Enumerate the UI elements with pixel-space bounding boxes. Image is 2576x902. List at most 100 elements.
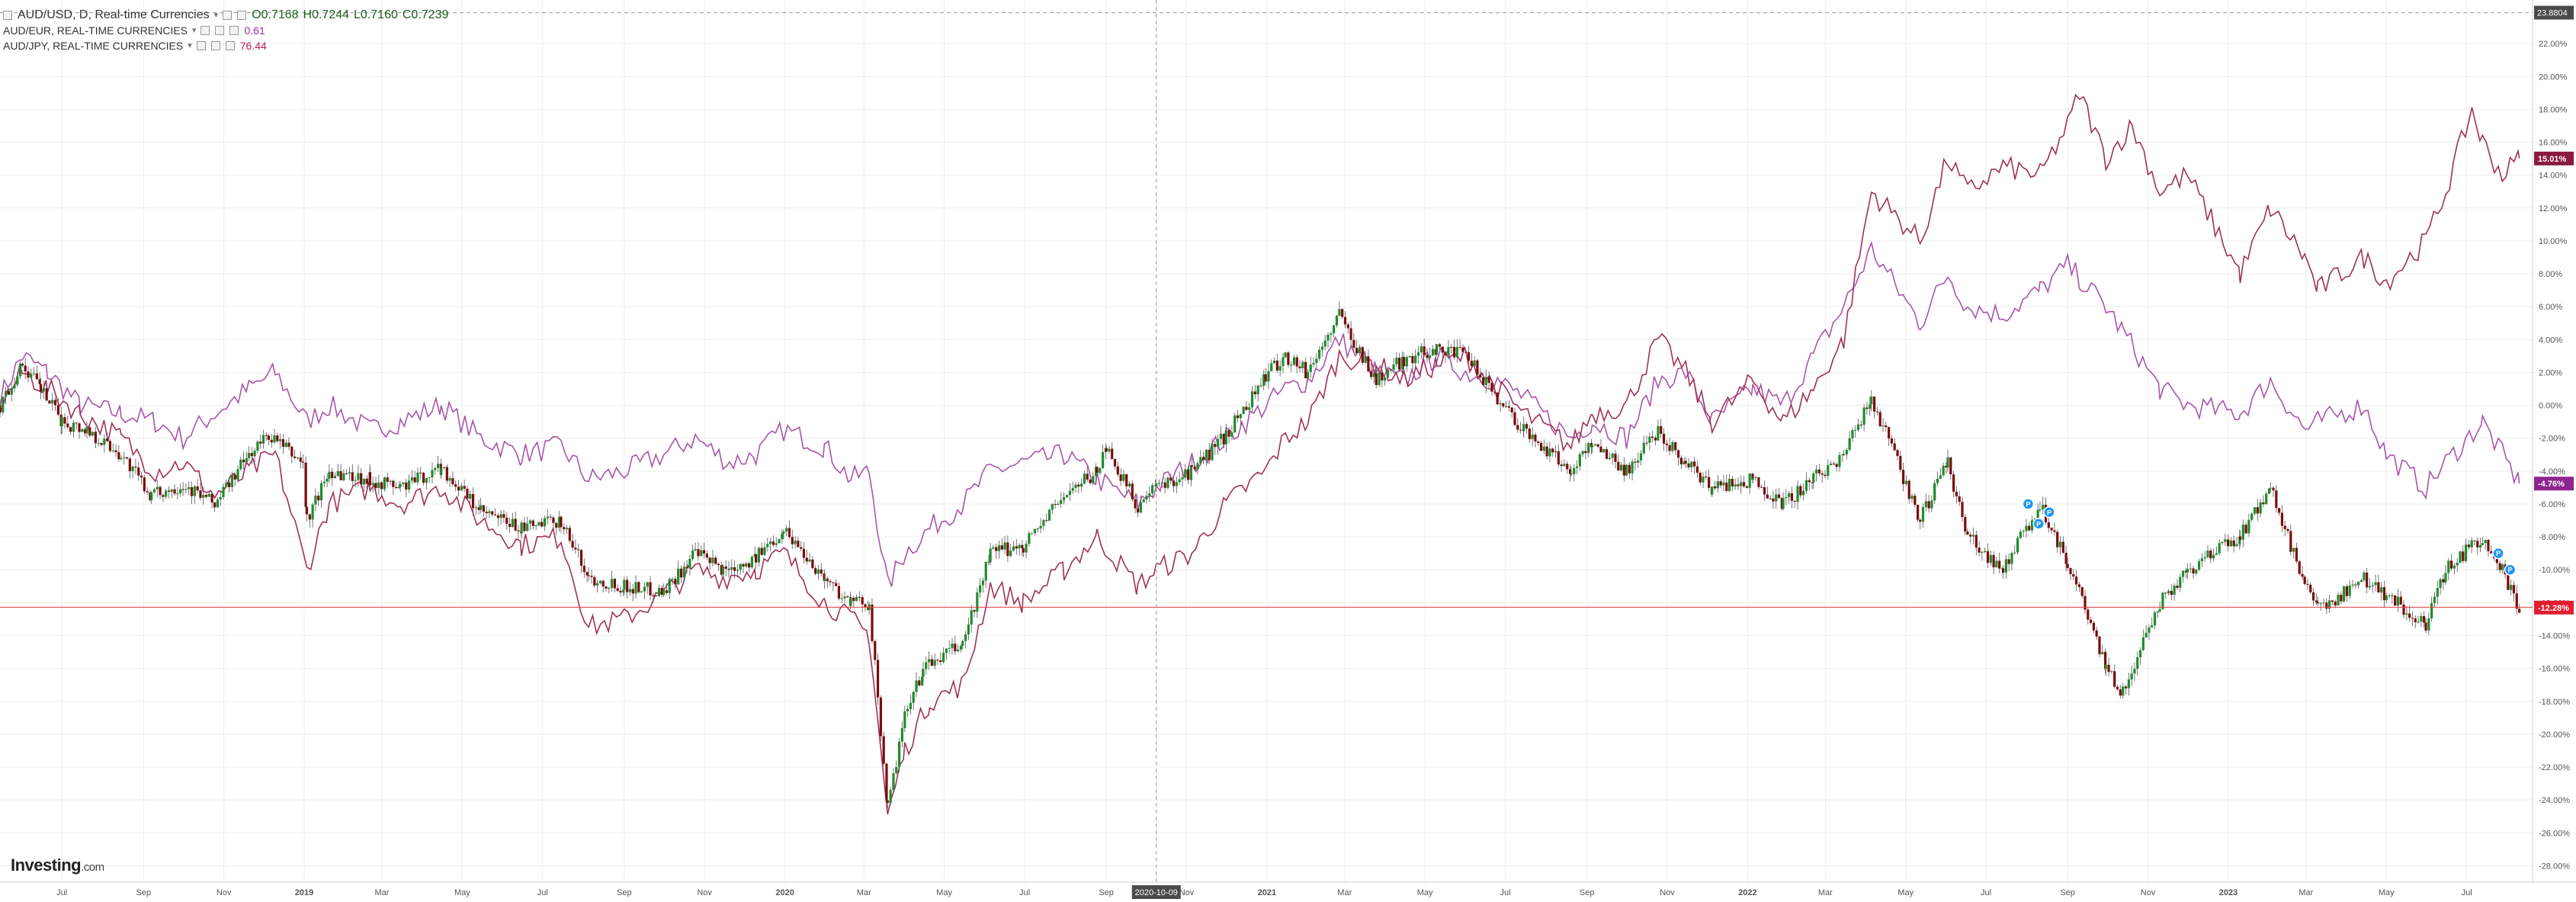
legend-main-series[interactable]: AUD/USD, D, Real-time Currencies ▾ O0.71…: [3, 8, 448, 23]
candle-body: [380, 482, 383, 490]
close-icon[interactable]: [237, 11, 247, 20]
candle-body: [1155, 483, 1158, 486]
candle: [889, 786, 892, 805]
candle: [2072, 568, 2075, 580]
candle: [383, 477, 387, 493]
settings-icon[interactable]: [223, 11, 233, 20]
candle-body: [748, 563, 751, 568]
y-tick-label: -18.00%: [2539, 698, 2570, 707]
crosshair-date-badge: [1131, 885, 1181, 899]
candle-body: [2069, 567, 2072, 575]
candle-body: [2481, 543, 2484, 545]
chevron-down-icon[interactable]: ▾: [191, 26, 197, 35]
candle: [193, 485, 196, 505]
candle: [1175, 476, 1178, 493]
candle: [2056, 529, 2059, 553]
legend-overlay-eur[interactable]: AUD/EUR, REAL-TIME CURRENCIES ▾ 0.61: [3, 23, 448, 38]
chevron-down-icon[interactable]: ▾: [188, 41, 192, 50]
candle-body: [1961, 502, 1964, 518]
candle-body: [631, 589, 634, 594]
candle: [788, 520, 791, 539]
candle-body: [276, 435, 279, 441]
candle: [2095, 626, 2098, 640]
candle: [814, 565, 817, 576]
candle-body: [457, 486, 460, 491]
candle-body: [196, 486, 199, 491]
plot-area[interactable]: [0, 93, 2521, 815]
candle-body: [1971, 534, 1975, 537]
candle-body: [1481, 377, 1485, 386]
candle-body: [1513, 412, 1516, 425]
candle: [162, 493, 165, 502]
candle-body: [1596, 444, 1599, 447]
candle: [2459, 551, 2462, 564]
candle-body: [1033, 528, 1037, 534]
candle: [2189, 563, 2192, 573]
candle-body: [1842, 454, 1846, 455]
main-series-title: AUD/USD, D, Real-time Currencies: [18, 8, 210, 21]
candle-body: [826, 578, 829, 582]
y-tick-label: 4.00%: [2539, 335, 2562, 345]
candle-body: [1323, 340, 1326, 347]
last-value-label: 15.01%: [2538, 155, 2567, 164]
candle: [2025, 518, 2028, 538]
candle-body: [1590, 443, 1593, 448]
candle: [428, 477, 431, 483]
candle: [1930, 495, 1933, 512]
candle: [1033, 528, 1037, 536]
candle: [2203, 551, 2206, 563]
candle-body: [159, 486, 162, 496]
candle: [2510, 579, 2513, 595]
settings-icon[interactable]: [215, 26, 225, 35]
chevron-down-icon[interactable]: ▾: [213, 11, 219, 20]
candle-body: [1169, 477, 1173, 481]
candle: [2348, 580, 2351, 599]
candle: [48, 400, 51, 404]
candle: [357, 464, 360, 487]
candle-body: [1184, 469, 1187, 478]
candle: [1772, 490, 1775, 509]
candle: [1875, 406, 1878, 416]
candle: [1914, 493, 1917, 508]
candle-body: [1490, 383, 1493, 392]
candle-body: [1848, 438, 1851, 450]
candle: [927, 651, 931, 670]
eye-icon[interactable]: [200, 26, 210, 35]
candle-body: [649, 582, 652, 595]
candle: [936, 658, 939, 665]
candle-body: [1364, 356, 1367, 363]
candle: [714, 555, 717, 566]
candle-body: [579, 550, 583, 567]
candle: [1358, 345, 1362, 357]
candle-body: [1862, 407, 1865, 425]
candle-body: [51, 400, 54, 404]
candle: [2430, 596, 2433, 622]
candle-body: [1222, 433, 1225, 445]
candle: [460, 482, 463, 491]
candle: [590, 570, 593, 584]
candle-body: [245, 457, 248, 463]
close-icon[interactable]: [225, 41, 235, 50]
close-icon[interactable]: [229, 26, 239, 35]
eye-icon[interactable]: [196, 41, 206, 50]
candle-body: [976, 592, 979, 612]
candle: [1605, 446, 1609, 460]
candle-body: [2151, 625, 2154, 628]
candle: [1705, 470, 1708, 480]
candle: [1964, 513, 1967, 536]
candle: [225, 479, 228, 488]
candle-body: [1028, 533, 1031, 544]
candle: [2221, 541, 2224, 545]
candle-body: [1534, 434, 1537, 441]
candle: [499, 510, 502, 525]
candle: [281, 434, 285, 454]
candle-body: [2197, 561, 2201, 570]
candle: [2010, 551, 2013, 570]
legend-overlay-jpy[interactable]: AUD/JPY, REAL-TIME CURRENCIES ▾ 76.44: [3, 38, 448, 53]
candle-body: [219, 496, 222, 500]
candle: [466, 485, 469, 500]
legend-toggle-icon[interactable]: [3, 11, 12, 20]
settings-icon[interactable]: [210, 41, 220, 50]
candle-body: [1256, 385, 1259, 395]
